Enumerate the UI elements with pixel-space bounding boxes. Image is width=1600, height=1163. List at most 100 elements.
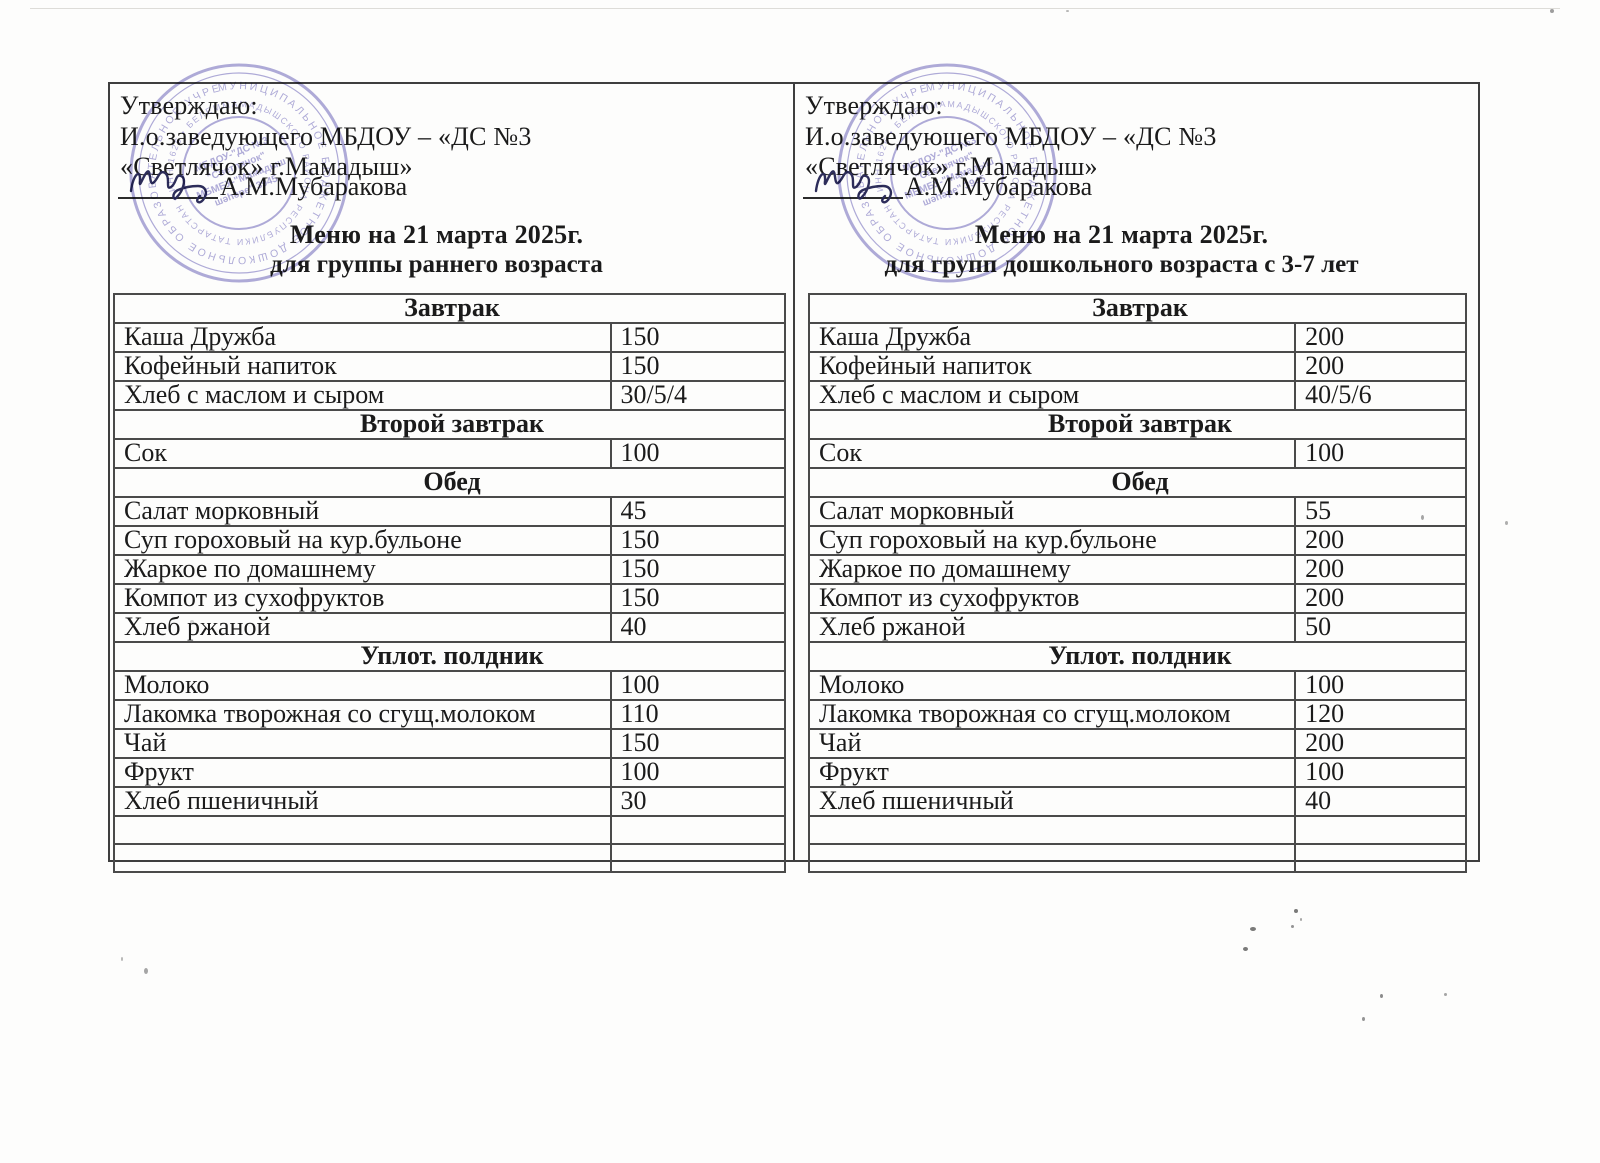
empty-cell (1294, 843, 1467, 873)
dish-qty-cell: 200 (1294, 728, 1467, 759)
scan-speck (1243, 947, 1248, 951)
dish-qty-cell: 45 (609, 496, 787, 527)
dish-name-cell: Лакомка творожная со сгущ.молоком (113, 699, 612, 730)
menu-item-row: Чай 200 (807, 728, 1467, 759)
official-round-stamp: МУНИЦИПАЛЬНОЕ БЮДЖЕТНОЕ ДОШКОЛЬНОЕ ОБРАЗ… (126, 60, 352, 286)
empty-cell (609, 843, 787, 873)
approval-line: «Светлячок» г.Мамадыш» (805, 152, 1098, 181)
dish-name-cell: Суп гороховый на кур.бульоне (807, 525, 1297, 556)
scan-speck (1380, 994, 1383, 998)
empty-cell (1294, 815, 1467, 845)
document-sheet: Утверждаю: И.о.заведующего МБДОУ – «ДС №… (108, 82, 1480, 873)
dish-qty-cell: 150 (609, 554, 787, 585)
dish-name-cell: Салат морковный (807, 496, 1297, 527)
handwritten-signature (814, 170, 893, 204)
menu-item-row: Салат морковный 45 (113, 496, 787, 527)
dish-qty-cell: 200 (1294, 351, 1467, 382)
menu-item-row: Суп гороховый на кур.бульоне 150 (113, 525, 787, 556)
approver-name: А.М.Мубаракова (220, 172, 408, 201)
menu-item-row: Компот из сухофруктов 200 (807, 583, 1467, 614)
dish-name-cell: Компот из сухофруктов (807, 583, 1297, 614)
menu-item-row: Хлеб пшеничный 40 (807, 786, 1467, 817)
menu-item-row: Суп гороховый на кур.бульоне 200 (807, 525, 1467, 556)
dish-qty-cell: 100 (609, 670, 787, 701)
section-header: Второй завтрак (808, 409, 1467, 440)
menu-item-row: Молоко 100 (807, 670, 1467, 701)
menu-item-row: Сок 100 (807, 438, 1467, 469)
section-header-row: Завтрак (808, 293, 1467, 324)
dish-name-cell: Каша Дружба (807, 322, 1297, 353)
section-header-row: Обед (113, 467, 786, 498)
dish-qty-cell: 40 (609, 612, 787, 643)
dish-name-cell: Жаркое по домашнему (807, 554, 1297, 585)
section-header-row: Завтрак (113, 293, 786, 324)
scan-speck (1300, 918, 1302, 921)
scan-speck (1250, 927, 1256, 931)
dish-name-cell: Фрукт (807, 757, 1297, 788)
dish-qty-cell: 50 (1294, 612, 1467, 643)
handwritten-signature (129, 170, 208, 204)
dish-qty-cell: 100 (609, 757, 787, 788)
dish-qty-cell: 120 (1294, 699, 1467, 730)
menu-item-row: Хлеб ржаной 40 (113, 612, 787, 643)
dish-name-cell: Хлеб ржаной (113, 612, 612, 643)
dish-qty-cell: 110 (609, 699, 787, 730)
dish-name-cell: Лакомка творожная со сгущ.молоком (807, 699, 1297, 730)
dish-name-cell: Каша Дружба (113, 322, 612, 353)
scan-speck (1294, 909, 1298, 913)
menu-table: Завтрак Каша Дружба 150 Кофейный напиток 150… (113, 293, 787, 873)
menu-item-row: Жаркое по домашнему 150 (113, 554, 787, 585)
menu-subtitle: для группы раннего возраста (270, 251, 603, 278)
approval-line: И.о.заведующего МБДОУ – «ДС №3 (120, 121, 532, 151)
scan-speck (1066, 10, 1069, 12)
dish-qty-cell: 200 (1294, 322, 1467, 353)
menu-item-row: Каша Дружба 150 (113, 322, 787, 353)
dish-qty-cell: 150 (609, 322, 787, 353)
svg-text:МУНИЦИПАЛЬНОЕ БЮДЖЕТНОЕ ДОШКОЛ: МУНИЦИПАЛЬНОЕ БЮДЖЕТНОЕ ДОШКОЛЬНОЕ ОБРАЗ… (126, 60, 352, 286)
menu-title: Меню на 21 марта 2025г. (289, 220, 584, 249)
empty-row (807, 815, 1467, 845)
dish-name-cell: Молоко (807, 670, 1297, 701)
menu-item-row: Хлеб с маслом и сыром 40/5/6 (807, 380, 1467, 411)
section-header: Завтрак (808, 293, 1467, 324)
stamp-outer-ring-text: МУНИЦИПАЛЬНОЕ БЮДЖЕТНОЕ ДОШКОЛЬНОЕ ОБРАЗ… (834, 60, 1060, 286)
dish-name-cell: Молоко (113, 670, 612, 701)
section-header: Обед (113, 467, 786, 498)
menu-item-row: Салат морковный 55 (807, 496, 1467, 527)
dish-name-cell: Хлеб с маслом и сыром (113, 380, 612, 411)
dish-name-cell: Чай (113, 728, 612, 759)
approval-line: Утверждаю: (120, 91, 258, 120)
dish-name-cell: Хлеб пшеничный (113, 786, 612, 817)
scan-speck (1291, 925, 1294, 928)
menu-item-row: Жаркое по домашнему 200 (807, 554, 1467, 585)
dish-name-cell: Сок (113, 438, 612, 469)
empty-row (113, 843, 787, 873)
empty-row (113, 815, 787, 845)
scan-speck (121, 957, 123, 961)
dish-qty-cell: 40/5/6 (1294, 380, 1467, 411)
menu-table: Завтрак Каша Дружба 200 Кофейный напиток 200… (807, 293, 1467, 873)
scan-speck (1550, 9, 1554, 13)
approval-block: Утверждаю: И.о.заведующего МБДОУ – «ДС №… (120, 91, 532, 183)
dish-qty-cell: 200 (1294, 525, 1467, 556)
section-header-row: Второй завтрак (113, 409, 786, 440)
dish-qty-cell: 150 (609, 351, 787, 382)
dish-qty-cell: 55 (1294, 496, 1467, 527)
dish-name-cell: Сок (807, 438, 1297, 469)
dish-qty-cell: 150 (609, 583, 787, 614)
signature-underline (118, 178, 218, 199)
dish-name-cell: Суп гороховый на кур.бульоне (113, 525, 612, 556)
dish-name-cell: Хлеб пшеничный (807, 786, 1297, 817)
empty-cell (807, 843, 1297, 873)
scan-edge-line (30, 8, 1560, 9)
dish-name-cell: Фрукт (113, 757, 612, 788)
scan-speck (190, 620, 194, 624)
section-header-row: Уплот. полдник (113, 641, 786, 672)
dish-qty-cell: 100 (1294, 670, 1467, 701)
menu-item-row: Чай 150 (113, 728, 787, 759)
menu-item-row: Лакомка творожная со сгущ.молоком 120 (807, 699, 1467, 730)
menu-item-row: Молоко 100 (113, 670, 787, 701)
section-header: Уплот. полдник (113, 641, 786, 672)
section-header: Уплот. полдник (808, 641, 1467, 672)
